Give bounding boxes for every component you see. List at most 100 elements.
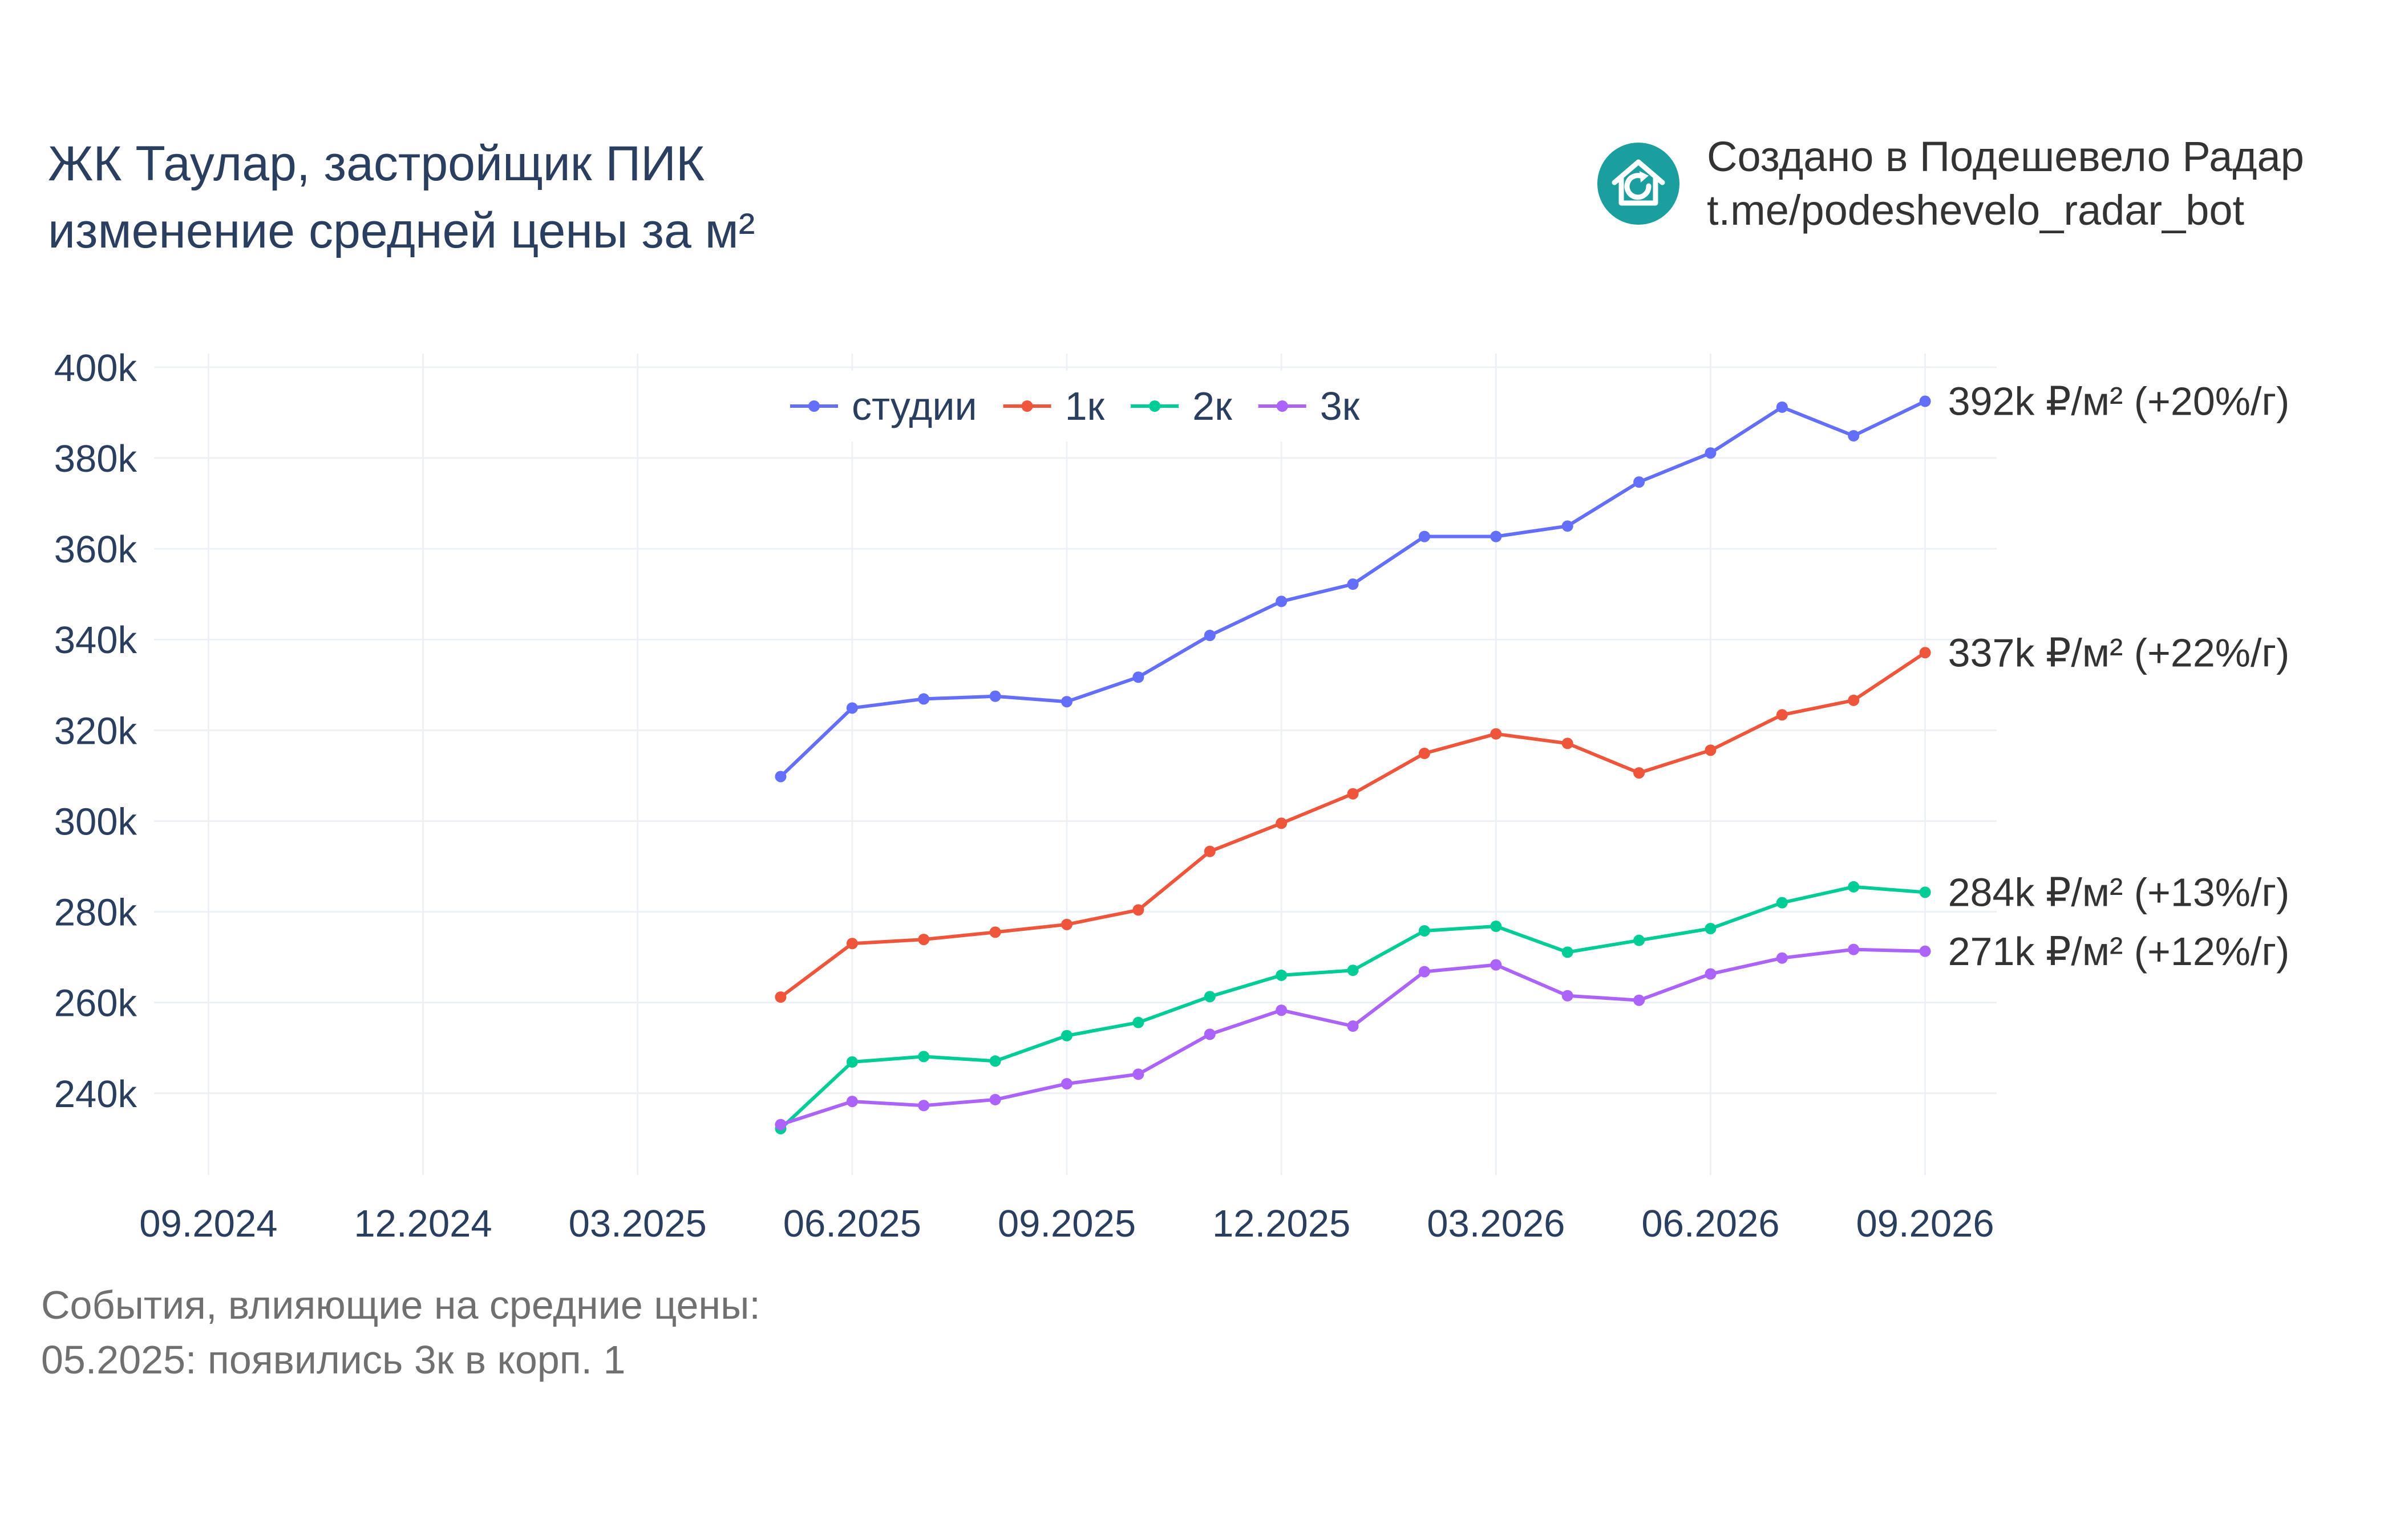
logo-refresh-arrow	[1640, 171, 1649, 183]
data-point	[1347, 964, 1359, 976]
data-point	[1848, 430, 1860, 441]
data-point	[1919, 647, 1931, 659]
y-tick-label: 360k	[54, 528, 137, 571]
data-point	[846, 1096, 858, 1108]
data-point	[1633, 476, 1645, 488]
data-point	[1490, 959, 1502, 971]
legend-marker	[1276, 400, 1288, 412]
data-point	[1490, 728, 1502, 740]
y-tick-label: 320k	[54, 710, 137, 752]
legend-marker	[1149, 400, 1161, 412]
data-point	[1204, 991, 1216, 1003]
series-line	[779, 885, 1925, 1130]
y-tick-label: 300k	[54, 800, 137, 843]
data-point	[1347, 578, 1359, 590]
x-tick-label: 09.2025	[998, 1202, 1136, 1245]
house-refresh-icon	[1597, 143, 1679, 225]
data-point	[1561, 520, 1573, 532]
data-point	[1204, 630, 1216, 642]
y-tick-label: 340k	[54, 619, 137, 662]
data-point	[846, 702, 858, 714]
data-point	[1561, 990, 1573, 1002]
data-point	[918, 693, 930, 705]
chart-title-line-2: изменение средней цены за м²	[48, 204, 755, 258]
legend-item-label: 3к	[1320, 384, 1360, 428]
data-point	[1561, 946, 1573, 958]
data-point	[1705, 923, 1717, 934]
x-tick-label: 12.2025	[1212, 1202, 1350, 1245]
data-point	[1490, 530, 1502, 542]
data-point	[989, 926, 1001, 938]
data-point	[1919, 395, 1931, 407]
data-point	[846, 938, 858, 950]
data-point	[846, 1056, 858, 1068]
legend: студии 1к 2к 3к	[776, 371, 1375, 441]
series-end-label: 337k ₽/м² (+22%/г)	[1948, 630, 2290, 675]
axis-labels: 240k 260k 280k 300k 320k 340k 360k 380k 400k 09.2…	[54, 347, 1994, 1245]
data-point	[1276, 595, 1288, 607]
x-tick-label: 06.2026	[1641, 1202, 1779, 1245]
data-point	[1061, 918, 1072, 930]
data-point	[775, 991, 787, 1003]
data-point	[1776, 897, 1788, 909]
y-tick-label: 380k	[54, 437, 137, 480]
data-point	[1776, 401, 1788, 413]
data-point	[1418, 747, 1430, 759]
x-tick-label: 09.2024	[139, 1202, 277, 1245]
logo-circle	[1597, 143, 1679, 225]
data-point	[1848, 943, 1860, 955]
legend-marker	[808, 400, 820, 412]
gridlines	[154, 354, 1997, 1175]
series-end-label: 271k ₽/м² (+12%/г)	[1948, 929, 2290, 974]
data-point	[989, 1093, 1001, 1105]
end-labels: 392k ₽/м² (+20%/г) 337k ₽/м² (+22%/г) 284k…	[1948, 379, 2290, 974]
x-tick-label: 12.2024	[354, 1202, 492, 1245]
chart-title-line-1: ЖК Таулар, застройщик ПИК	[48, 136, 705, 191]
brand-text: Создано в Подешевело Радар t.me/podeshev…	[1707, 130, 2304, 237]
series-end-label: 392k ₽/м² (+20%/г)	[1948, 379, 2290, 424]
data-point	[918, 934, 930, 946]
data-point	[1633, 934, 1645, 946]
data-point	[918, 1051, 930, 1063]
data-point	[1490, 921, 1502, 933]
series-line	[779, 651, 1926, 999]
data-point	[1061, 696, 1072, 708]
events-note-heading: События, влияющие на средние цены:	[41, 1283, 760, 1327]
data-point	[989, 1055, 1001, 1067]
data-point	[1561, 737, 1573, 749]
data-point	[1919, 945, 1931, 957]
data-point	[1061, 1078, 1072, 1090]
data-point	[1204, 1028, 1216, 1040]
data-point	[1776, 709, 1788, 721]
data-point	[1776, 952, 1788, 964]
legend-marker	[1021, 400, 1033, 412]
x-tick-label: 09.2026	[1856, 1202, 1994, 1245]
data-point	[1848, 881, 1860, 893]
x-tick-label: 06.2025	[783, 1202, 921, 1245]
chart-title: ЖК Таулар, застройщик ПИК изменение сред…	[48, 130, 755, 265]
data-point	[989, 690, 1001, 702]
y-tick-label: 400k	[54, 347, 137, 390]
events-note-item: 05.2025: появились 3к в корп. 1	[41, 1338, 626, 1382]
data-point	[1418, 530, 1430, 542]
data-point	[1132, 1016, 1144, 1028]
legend-item-label: 2к	[1192, 384, 1232, 428]
data-point	[918, 1100, 930, 1112]
brand-line-1: Создано в Подешевело Радар	[1707, 133, 2304, 180]
data-point	[1204, 845, 1216, 857]
y-tick-label: 260k	[54, 982, 137, 1025]
data-point	[1705, 744, 1717, 756]
data-point	[1132, 1068, 1144, 1080]
data-point	[1418, 966, 1430, 978]
data-point	[1347, 1020, 1359, 1032]
y-tick-label: 280k	[54, 891, 137, 934]
brand-link[interactable]: t.me/podeshevelo_radar_bot	[1707, 187, 2245, 234]
data-point	[1633, 994, 1645, 1006]
data-point	[1705, 968, 1717, 980]
legend-item-label: студии	[852, 384, 977, 428]
y-tick-label: 240k	[54, 1073, 137, 1116]
data-point	[775, 1118, 787, 1130]
data-point	[1276, 1004, 1288, 1016]
series-lines	[775, 395, 1931, 1134]
